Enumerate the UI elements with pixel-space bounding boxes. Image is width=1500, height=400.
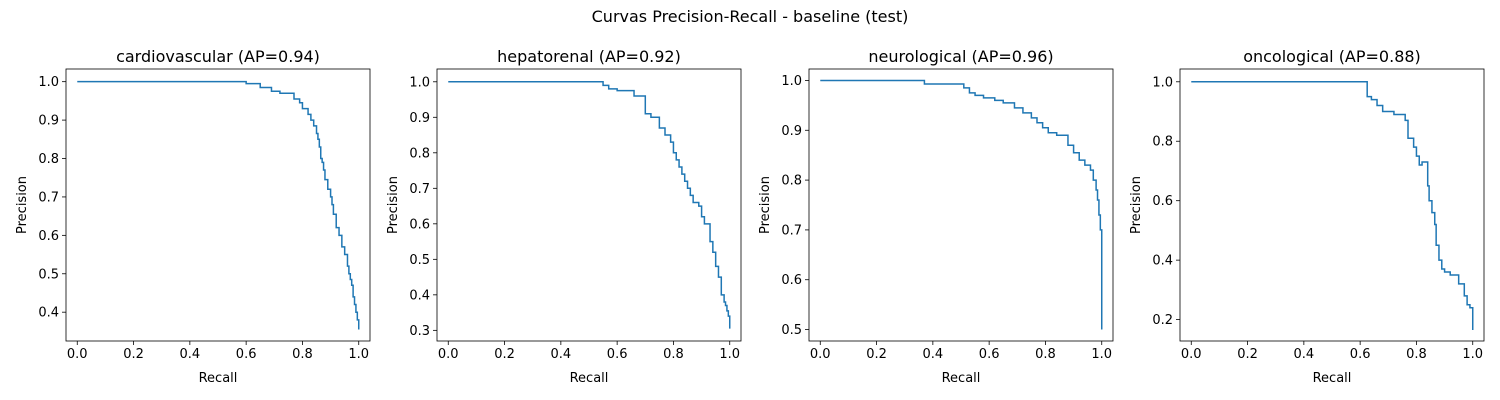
y-tick-label: 0.6	[409, 217, 430, 232]
x-tick-label: 0.6	[236, 347, 257, 362]
x-tick-label: 0.2	[123, 347, 144, 362]
x-tick-label: 0.8	[292, 347, 313, 362]
x-tick-label: 0.4	[551, 347, 572, 362]
pr-curve-line	[820, 79, 1103, 330]
y-tick-label: 0.7	[781, 223, 802, 238]
plot-frame	[436, 68, 742, 342]
y-axis-label: Precision	[1129, 176, 1144, 234]
subplot-title: neurological (AP=0.96)	[868, 47, 1053, 66]
y-tick-label: 1.0	[409, 75, 430, 90]
y-tick-label: 1.0	[781, 74, 802, 89]
x-tick-label: 0.6	[607, 347, 628, 362]
subplot-2: hepatorenal (AP=0.92) 0.0 0.2 0.4 0.6 0.8 1.0 0…	[386, 47, 742, 386]
y-tick-label: 1.0	[38, 75, 59, 90]
y-tick-label: 0.3	[409, 324, 430, 339]
y-tick-label: 0.4	[409, 288, 430, 303]
y-tick-label: 0.4	[1152, 254, 1173, 269]
y-tick-label: 0.8	[1152, 135, 1173, 150]
x-tick-label: 1.0	[1462, 347, 1483, 362]
x-tick-label: 0.2	[494, 347, 515, 362]
y-tick-label: 0.7	[38, 190, 59, 205]
x-tick-label: 0.0	[810, 347, 831, 362]
x-tick-label: 0.8	[663, 347, 684, 362]
x-tick-label: 0.0	[438, 347, 459, 362]
y-axis-label: Precision	[15, 176, 30, 234]
y-tick-label: 0.9	[38, 114, 59, 129]
y-tick-label: 0.6	[781, 273, 802, 288]
x-tick-label: 0.4	[1294, 347, 1315, 362]
subplot-title: cardiovascular (AP=0.94)	[116, 47, 320, 66]
x-axis-label: Recall	[1313, 371, 1352, 386]
x-tick-label: 1.0	[1091, 347, 1112, 362]
y-tick-label: 0.6	[38, 229, 59, 244]
x-axis-label: Recall	[570, 371, 609, 386]
y-tick-label: 0.9	[781, 124, 802, 139]
x-tick-label: 0.4	[180, 347, 201, 362]
pr-curve-line	[448, 81, 731, 329]
pr-curve-line	[77, 80, 360, 330]
y-axis-label: Precision	[758, 176, 773, 234]
x-tick-label: 1.0	[719, 347, 740, 362]
subplot-title: hepatorenal (AP=0.92)	[497, 47, 681, 66]
y-tick-label: 0.5	[409, 253, 430, 268]
x-tick-label: 0.8	[1406, 347, 1427, 362]
plot-frame	[808, 68, 1114, 342]
x-tick-label: 0.0	[67, 347, 88, 362]
x-tick-label: 0.6	[1350, 347, 1371, 362]
x-tick-label: 0.2	[866, 347, 887, 362]
y-tick-label: 1.0	[1152, 75, 1173, 90]
y-tick-label: 0.8	[409, 146, 430, 161]
y-tick-label: 0.9	[409, 111, 430, 126]
x-tick-label: 0.6	[979, 347, 1000, 362]
y-axis-label: Precision	[386, 176, 401, 234]
plot-frame	[1179, 68, 1485, 342]
x-tick-label: 1.0	[348, 347, 369, 362]
subplot-1: cardiovascular (AP=0.94) 0.0 0.2 0.4 0.6 0.8 1…	[15, 47, 371, 386]
subplot-3: neurological (AP=0.96) 0.0 0.2 0.4 0.6 0.8 1.0…	[758, 47, 1114, 386]
subplot-4: oncological (AP=0.88) 0.0 0.2 0.4 0.6 0.8 1.0 0…	[1129, 47, 1485, 386]
y-tick-label: 0.5	[38, 267, 59, 282]
y-tick-label: 0.5	[781, 323, 802, 338]
y-tick-label: 0.8	[781, 174, 802, 189]
x-axis-label: Recall	[942, 371, 981, 386]
x-axis-label: Recall	[199, 371, 238, 386]
x-tick-label: 0.2	[1237, 347, 1258, 362]
y-tick-label: 0.2	[1152, 313, 1173, 328]
x-tick-label: 0.4	[923, 347, 944, 362]
y-tick-label: 0.8	[38, 152, 59, 167]
y-tick-label: 0.7	[409, 182, 430, 197]
pr-curve-line	[1191, 81, 1474, 330]
x-tick-label: 0.0	[1181, 347, 1202, 362]
y-tick-label: 0.6	[1152, 194, 1173, 209]
subplot-title: oncological (AP=0.88)	[1243, 47, 1421, 66]
x-tick-label: 0.8	[1035, 347, 1056, 362]
figure-title: Curvas Precision-Recall - baseline (test…	[592, 7, 909, 26]
y-tick-label: 0.4	[38, 306, 59, 321]
plot-frame	[65, 68, 371, 342]
